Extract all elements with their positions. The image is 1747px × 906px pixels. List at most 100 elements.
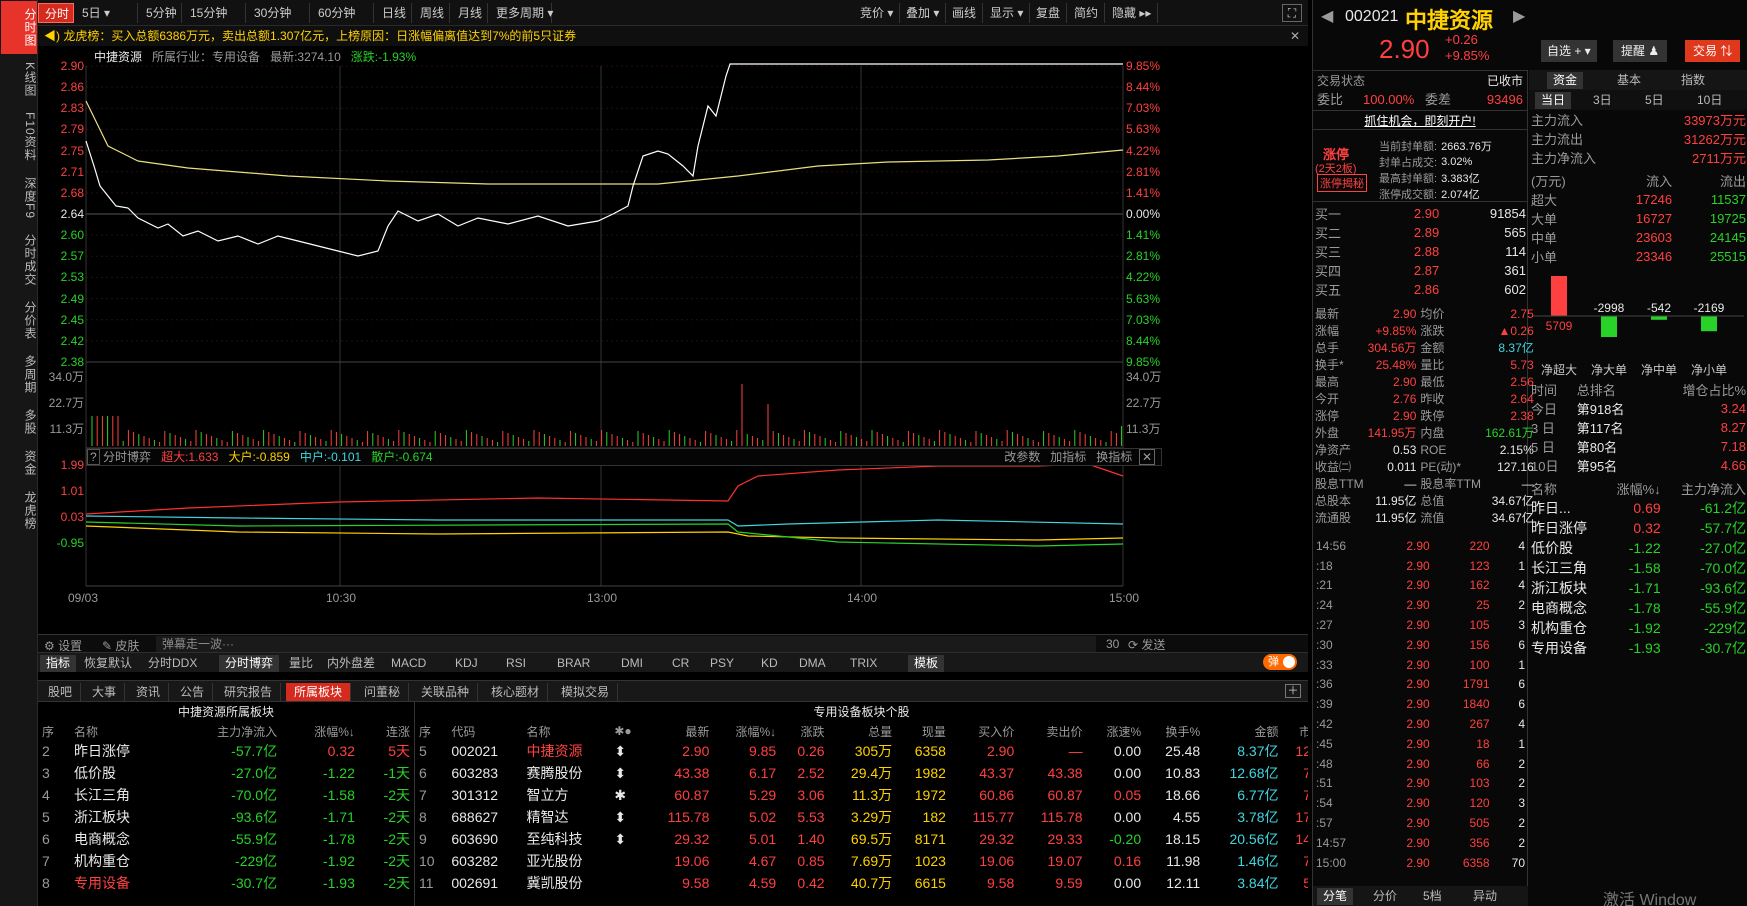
table-row[interactable]: 5 浙江板块 -93.6亿 -1.71 -2天 (38, 806, 414, 828)
danmu-input[interactable]: 弹幕走一波··· (156, 636, 1096, 653)
sidebar-item-2[interactable]: F10资料 (23, 112, 37, 162)
stocks-header[interactable]: 代码 (451, 724, 476, 739)
fund-tab-1[interactable]: 基本 (1617, 73, 1642, 87)
sidebar-item-6[interactable]: 多周期 (23, 354, 37, 394)
open-account-link[interactable]: 抓住机会，即刻开户! (1313, 110, 1527, 130)
table-row[interactable]: 6 603283 赛腾股份 ⬍ 43.38 6.17 2.52 29.4万 1982 43.37 4… (415, 762, 1308, 784)
tick-tab-0[interactable]: 分笔 (1317, 888, 1354, 905)
sector-rank-row[interactable]: 专用设备 -1.93 -30.7亿 (1531, 640, 1746, 656)
period-tab-0[interactable]: 分时 (38, 3, 74, 23)
sector-rank-row[interactable]: 机构重仓 -1.92 -229亿 (1531, 620, 1746, 636)
add-indicator-link[interactable]: 加指标 (1050, 450, 1087, 464)
indicator-tab-16[interactable]: 模板 (908, 655, 945, 672)
close-icon[interactable]: ✕ (1138, 449, 1155, 465)
sector-rank-row[interactable]: 昨日涨停 0.32 -57.7亿 (1531, 520, 1746, 536)
fund-period-3[interactable]: 10日 (1697, 93, 1723, 107)
fullscreen-icon[interactable]: ⛶ (1282, 4, 1302, 22)
stocks-header[interactable]: 名称 (526, 724, 551, 739)
sidebar-item-1[interactable]: K线图 (23, 62, 37, 98)
period-tab-7[interactable]: 周线 (414, 3, 450, 23)
close-icon[interactable]: ✕ (1289, 29, 1300, 43)
toolbar-btn-0[interactable]: 竞价 ▾ (854, 3, 901, 23)
tick-tab-1[interactable]: 分价 (1373, 889, 1398, 903)
fund-period-2[interactable]: 5日 (1645, 93, 1664, 107)
sector-rank-row[interactable]: 长江三角 -1.58 -70.0亿 (1531, 560, 1746, 576)
sector-header[interactable]: 序 (42, 724, 55, 739)
period-tab-5[interactable]: 60分钟 (312, 3, 374, 23)
limit-reveal-button[interactable]: 涨停揭秘 (1317, 174, 1367, 192)
order-book-row[interactable]: 买二 2.89 565 (1315, 225, 1526, 241)
indicator-tab-3[interactable]: 分时博弈 (219, 655, 280, 672)
prev-icon[interactable]: ◀ (1321, 8, 1334, 25)
toolbar-btn-2[interactable]: 画线 (946, 3, 984, 23)
stocks-header[interactable]: 涨速% (1106, 724, 1142, 739)
sidebar-item-8[interactable]: 资金 (23, 449, 37, 476)
indicator-tab-10[interactable]: DMI (621, 656, 643, 670)
indicator-tab-8[interactable]: RSI (506, 656, 527, 670)
info-tab-5[interactable]: 所属板块 (286, 683, 352, 701)
info-tab-1[interactable]: 大事 (84, 683, 126, 701)
info-tab-0[interactable]: 股吧 (40, 683, 82, 701)
indicator-tab-14[interactable]: DMA (799, 656, 826, 670)
stocks-header[interactable]: 涨幅%↓ (735, 724, 777, 739)
sidebar-item-5[interactable]: 分价表 (23, 300, 37, 340)
info-tab-6[interactable]: 问董秘 (356, 683, 410, 701)
period-tab-6[interactable]: 日线 (376, 3, 412, 23)
fund-tab-0[interactable]: 资金 (1547, 72, 1584, 89)
indicator-tab-1[interactable]: 恢复默认 (84, 656, 133, 670)
table-row[interactable]: 8 专用设备 -30.7亿 -1.93 -2天 (38, 872, 414, 894)
order-book-row[interactable]: 买一 2.90 91854 (1315, 206, 1526, 222)
table-row[interactable]: 9 603690 至纯科技 ⬍ 29.32 5.01 1.40 69.5万 8171 29.32 2… (415, 828, 1308, 850)
table-row[interactable]: 4 长江三角 -70.0亿 -1.58 -2天 (38, 784, 414, 806)
period-tab-3[interactable]: 15分钟 (184, 3, 246, 23)
sector-rank-row[interactable]: 低价股 -1.22 -27.0亿 (1531, 540, 1746, 556)
fund-period-1[interactable]: 3日 (1593, 93, 1612, 107)
period-tab-9[interactable]: 更多周期 ▾ (490, 3, 553, 23)
switch-indicator-link[interactable]: 换指标 (1096, 450, 1133, 464)
table-row[interactable]: 10 603282 亚光股份 19.06 4.67 0.85 7.69万 1023 19.06 1… (415, 850, 1308, 872)
info-tab-8[interactable]: 核心题材 (483, 683, 549, 701)
table-row[interactable]: 7 301312 智立方 ✱ 60.87 5.29 3.06 11.3万 1972 60.86 60… (415, 784, 1308, 806)
indicator-tab-7[interactable]: KDJ (455, 656, 478, 670)
stocks-header[interactable]: 换手% (1165, 724, 1201, 739)
toolbar-btn-3[interactable]: 显示 ▾ (984, 3, 1031, 23)
help-icon[interactable]: ? (87, 449, 100, 465)
info-tab-9[interactable]: 模拟交易 (553, 683, 619, 701)
edit-params-link[interactable]: 改参数 (1004, 450, 1041, 464)
tick-tab-2[interactable]: 5档 (1423, 889, 1442, 903)
info-tab-2[interactable]: 资讯 (128, 683, 170, 701)
indicator-tab-13[interactable]: KD (761, 656, 778, 670)
sector-header[interactable]: 涨幅%↓ (314, 724, 355, 739)
expand-icon[interactable]: ＋ (1285, 684, 1301, 698)
table-row[interactable]: 5 002021 中捷资源 ⬍ 2.90 9.85 0.26 305万 6358 2.90 — 0.0… (415, 740, 1308, 762)
table-row[interactable]: 8 688627 精智达 ⬍ 115.78 5.02 5.53 3.29万 182 115.77 1… (415, 806, 1308, 828)
order-book-row[interactable]: 买三 2.88 114 (1315, 244, 1526, 260)
toolbar-btn-1[interactable]: 叠加 ▾ (900, 3, 947, 23)
sector-header[interactable]: 名称 (74, 724, 99, 739)
info-tab-7[interactable]: 关联品种 (413, 683, 479, 701)
indicator-tab-4[interactable]: 量比 (289, 656, 314, 670)
table-row[interactable]: 7 机构重仓 -229亿 -1.92 -2天 (38, 850, 414, 872)
period-tab-4[interactable]: 30分钟 (248, 3, 310, 23)
toolbar-btn-5[interactable]: 简约 (1068, 3, 1106, 23)
next-icon[interactable]: ▶ (1513, 8, 1526, 25)
stocks-header[interactable]: 总量 (868, 724, 893, 739)
sidebar-item-9[interactable]: 龙虎榜 (23, 490, 37, 530)
order-book-row[interactable]: 买五 2.86 602 (1315, 282, 1526, 298)
sector-rank-row[interactable]: 电商概念 -1.78 -55.9亿 (1531, 600, 1746, 616)
table-row[interactable]: 11 002691 冀凯股份 9.58 4.59 0.42 40.7万 6615 9.58 9.5… (415, 872, 1308, 894)
sidebar-item-3[interactable]: 深度F9 (23, 176, 37, 219)
send-button[interactable]: ⟳ 发送 (1128, 638, 1166, 652)
alert-button[interactable]: 提醒 ♟ (1613, 40, 1668, 62)
fund-tab-2[interactable]: 指数 (1681, 73, 1706, 87)
add-favorite-button[interactable]: 自选 + ▾ (1541, 40, 1597, 62)
table-row[interactable]: 3 低价股 -27.0亿 -1.22 -1天 (38, 762, 414, 784)
skin-button[interactable]: ✎ 皮肤 (102, 639, 140, 653)
sector-header[interactable]: 连涨 (385, 724, 410, 739)
sidebar-item-7[interactable]: 多股 (23, 408, 37, 435)
indicator-tab-12[interactable]: PSY (710, 656, 735, 670)
stocks-header[interactable]: 最新 (685, 724, 710, 739)
indicator-tab-5[interactable]: 内外盘差 (327, 656, 376, 670)
stocks-header[interactable]: 卖出价 (1046, 724, 1083, 739)
trade-button[interactable]: 交易 ⇅ (1685, 40, 1741, 62)
